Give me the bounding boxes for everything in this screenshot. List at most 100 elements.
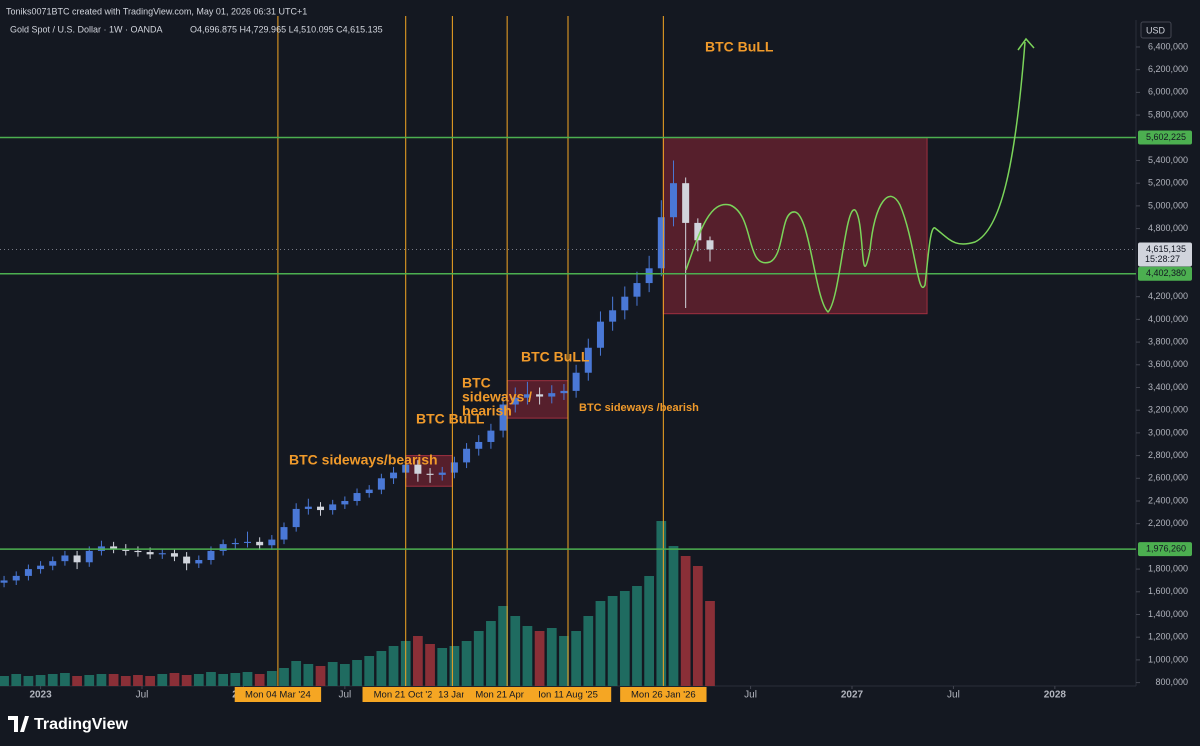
x-tick-label: Jul [338, 690, 351, 701]
candle-body [390, 472, 398, 479]
candle-body [12, 575, 20, 581]
volume-bar [437, 648, 448, 686]
candle-body [487, 430, 495, 442]
candle-body [134, 550, 142, 553]
volume-bar [595, 601, 606, 686]
vertical-line-label: Mon 21 Apr '25 [475, 690, 539, 701]
currency: USD [1146, 25, 1166, 35]
annotation: bearish [462, 403, 512, 419]
candle-body [572, 372, 580, 391]
currency-box[interactable] [1140, 21, 1172, 39]
candle-body [609, 310, 617, 322]
candle-body [511, 397, 519, 405]
candle-body [256, 541, 264, 546]
vertical-line-label-box [234, 687, 322, 702]
candle-body [170, 553, 178, 557]
y-tick-label: 3,200,000 [1148, 405, 1188, 415]
candle-body [633, 283, 641, 297]
candle-body [621, 296, 629, 311]
candle-body [304, 506, 312, 509]
brand[interactable]: TradingView [34, 716, 129, 733]
horizontal-line-label: 1,976,260 [1146, 543, 1186, 553]
creator-line: Toniks0071BTC created with TradingView.c… [6, 6, 307, 16]
plot-layer: 6,400,000 6,200,000 6,000,000 5,800,000 5,40… [0, 16, 1192, 702]
y-tick-label: 3,400,000 [1148, 382, 1188, 392]
volume-bar [413, 636, 423, 686]
volume-bar [60, 673, 70, 686]
volume-bar [692, 566, 703, 686]
volume-bar [193, 674, 204, 686]
candle-body [657, 217, 665, 269]
vertical-line-label: 13 Jan [438, 690, 467, 701]
annotation: BTC [462, 375, 491, 391]
volume-bar [498, 606, 508, 686]
y-tick-label: 5,200,000 [1148, 178, 1188, 188]
candle-body [24, 569, 32, 576]
horizontal-line-label: 4,402,380 [1146, 268, 1186, 278]
volume-bar [619, 591, 630, 686]
volume-bar [303, 664, 314, 686]
volume-bar [388, 646, 399, 686]
y-tick-label: 6,000,000 [1148, 87, 1188, 97]
volume-bar [181, 675, 192, 686]
annotation: sideways / [462, 389, 532, 405]
candle-body [158, 553, 166, 555]
ohlc-line: O4,696.875 H4,729.965 L4,510.095 C4,615.… [190, 24, 383, 34]
volume-bar [364, 656, 375, 686]
x-tick-label: 2023 [29, 690, 52, 701]
candle-body [536, 394, 544, 397]
x-tick-label: 2028 [1044, 690, 1067, 701]
candle-body [61, 555, 69, 562]
candle-body [207, 550, 215, 561]
y-tick-label: 3,800,000 [1148, 336, 1188, 346]
candle-body [231, 542, 239, 545]
candle-body [414, 464, 422, 474]
vertical-line-label: Mon 04 Mar '24 [245, 690, 311, 701]
candle-body [560, 390, 568, 394]
horizontal-line-label-box [1138, 266, 1192, 281]
horizontal-line-label: 5,602,225 [1146, 132, 1186, 142]
y-tick-label: 1,000,000 [1148, 654, 1188, 664]
candle-body [645, 268, 653, 284]
y-tick-label: 1,800,000 [1148, 563, 1188, 573]
candle-body [329, 504, 337, 511]
horizontal-line-label-box [1138, 130, 1192, 145]
volume-bar [376, 651, 387, 686]
y-tick-label: 4,800,000 [1148, 223, 1188, 233]
y-tick-label: 4,000,000 [1148, 314, 1188, 324]
annotation: BTC sideways/bearish [289, 452, 438, 468]
volume-bar [327, 662, 338, 686]
annotation: BTC BuLL [705, 39, 774, 55]
x-tick-label: 2027 [841, 690, 864, 701]
x-tick-label: Jul [136, 690, 149, 701]
candle-body [37, 565, 45, 570]
volume-bar [72, 676, 82, 686]
volume-bar [339, 664, 350, 686]
volume-bar [473, 631, 484, 686]
projection-arrow [1017, 37, 1035, 51]
volume-bar [644, 576, 655, 686]
candle-body [243, 541, 251, 543]
volume-bar [108, 674, 119, 686]
candle-body [292, 508, 300, 528]
annotation: BTC sideways /bearish [579, 402, 699, 414]
candle-body [353, 493, 361, 501]
y-tick-label: 1,400,000 [1148, 609, 1188, 619]
x-tick-label: Jul [947, 690, 960, 701]
volume-bar [705, 601, 715, 686]
candle-body [669, 183, 677, 218]
candle-body [146, 552, 154, 555]
volume-bar [656, 521, 667, 686]
candle-body [183, 556, 191, 564]
volume-bar [291, 661, 302, 686]
candle-body [426, 473, 434, 475]
y-tick-label: 5,400,000 [1148, 155, 1188, 165]
candle-body [341, 500, 349, 505]
candle-body [219, 544, 227, 551]
vertical-line-label-box [524, 687, 612, 702]
volume-bar [133, 675, 143, 686]
volume-bar [254, 674, 265, 686]
candle-body [365, 489, 373, 494]
annotation: BTC BuLL [521, 349, 590, 365]
